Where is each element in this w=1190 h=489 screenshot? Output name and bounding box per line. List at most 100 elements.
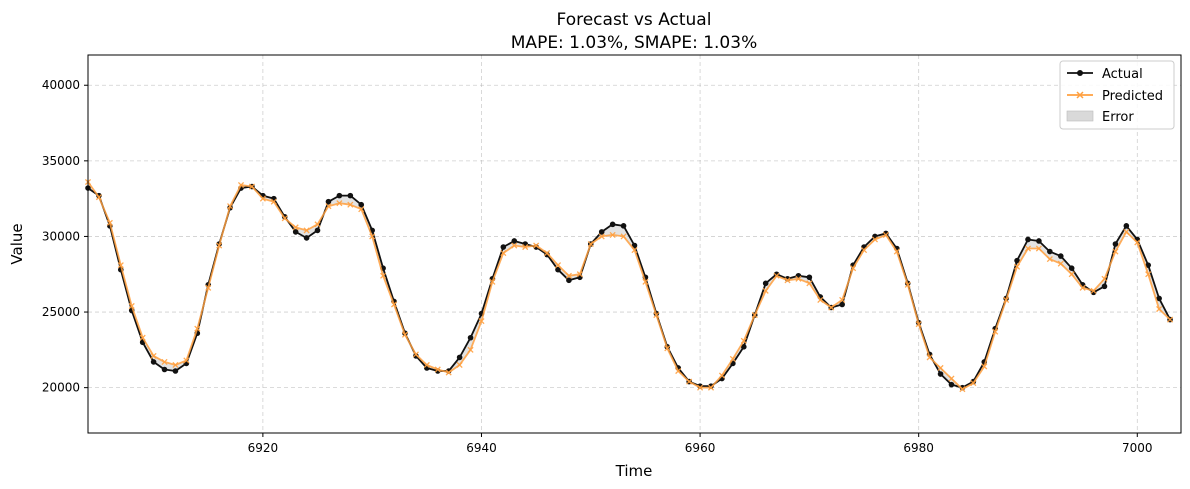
predicted-point xyxy=(970,380,977,387)
predicted-point xyxy=(751,312,758,319)
predicted-point xyxy=(489,278,496,285)
predicted-point xyxy=(478,318,485,325)
predicted-point xyxy=(675,367,682,375)
y-axis-label: Value xyxy=(8,223,26,264)
predicted-point xyxy=(248,183,256,190)
predicted-point xyxy=(227,203,234,210)
predicted-point xyxy=(1156,305,1163,313)
predicted-point xyxy=(314,221,321,228)
legend-predicted-marker xyxy=(1076,91,1084,99)
predicted-point xyxy=(806,280,813,287)
predicted-point xyxy=(1134,239,1141,246)
plot-frame xyxy=(87,54,1182,434)
predicted-point xyxy=(1003,296,1010,304)
predicted-point xyxy=(401,331,409,338)
predicted-point xyxy=(948,375,955,382)
predicted-point xyxy=(172,361,179,369)
predicted-point xyxy=(576,271,583,278)
x-tick-label: 6960 xyxy=(685,441,716,455)
actual-point xyxy=(948,381,955,388)
predicted-point xyxy=(860,246,868,254)
actual-point xyxy=(1036,238,1042,244)
predicted-point xyxy=(281,215,288,222)
actual-point xyxy=(1014,257,1020,264)
predicted-point xyxy=(511,242,518,249)
x-tick-label: 6980 xyxy=(903,441,934,455)
y-tick-label: 40000 xyxy=(42,78,80,92)
predicted-point xyxy=(773,272,780,279)
predicted-point xyxy=(817,296,824,304)
actual-point xyxy=(762,280,769,287)
actual-point xyxy=(303,235,310,241)
y-tick-label: 35000 xyxy=(42,154,80,168)
predicted-point xyxy=(522,243,529,251)
actual-point xyxy=(358,201,365,208)
predicted-point xyxy=(205,284,212,291)
y-axis-ticks: 20000 25000 30000 35000 40000 xyxy=(42,78,88,395)
predicted-point xyxy=(609,231,616,238)
actual-point xyxy=(511,238,518,244)
predicted-point xyxy=(434,366,441,373)
x-tick-label: 6920 xyxy=(248,441,279,455)
chart-subtitle: MAPE: 1.03%, SMAPE: 1.03% xyxy=(511,33,757,53)
predicted-point xyxy=(1024,245,1032,252)
predicted-point xyxy=(795,275,802,282)
predicted-point xyxy=(937,364,944,372)
actual-point xyxy=(937,371,944,377)
actual-point xyxy=(566,277,572,284)
predicted-point xyxy=(729,355,736,362)
actual-point xyxy=(839,301,845,308)
predicted-point xyxy=(412,351,419,358)
predicted-point xyxy=(707,384,715,391)
predicted-point xyxy=(445,369,452,376)
predicted-point xyxy=(850,265,857,272)
actual-point xyxy=(1025,236,1031,243)
predicted-point xyxy=(369,233,376,240)
actual-point xyxy=(347,192,354,199)
predicted-point xyxy=(128,302,135,310)
predicted-point xyxy=(992,328,999,335)
predicted-point xyxy=(500,250,507,257)
predicted-point xyxy=(653,312,660,319)
predicted-point xyxy=(237,181,245,189)
actual-point xyxy=(555,266,561,273)
actual-point xyxy=(741,344,747,350)
predicted-point xyxy=(1167,316,1174,323)
actual-point xyxy=(292,229,299,235)
predicted-point xyxy=(1123,228,1130,235)
predicted-point xyxy=(871,236,879,243)
predicted-point xyxy=(1046,256,1053,263)
actual-point xyxy=(172,368,179,374)
legend-actual-label: Actual xyxy=(1102,67,1143,82)
predicted-point xyxy=(106,219,113,226)
actual-point xyxy=(456,354,463,361)
actual-point xyxy=(336,192,343,199)
actual-point xyxy=(413,353,419,359)
actual-point xyxy=(609,221,616,228)
actual-point xyxy=(1112,241,1119,247)
actual-point xyxy=(500,244,507,250)
actual-point xyxy=(1068,265,1075,271)
predicted-point xyxy=(828,304,835,311)
actual-point xyxy=(314,227,321,234)
y-tick-label: 20000 xyxy=(42,381,80,395)
predicted-point xyxy=(358,206,365,213)
x-axis-label: Time xyxy=(615,462,653,480)
chart-title: Forecast vs Actual xyxy=(557,10,712,30)
predicted-point xyxy=(959,386,966,393)
predicted-point xyxy=(893,248,900,255)
predicted-point xyxy=(697,384,704,391)
x-axis-ticks: 6920 6940 6960 6980 7000 xyxy=(248,433,1153,455)
predicted-point xyxy=(183,357,190,364)
predicted-point xyxy=(664,345,671,352)
actual-point xyxy=(161,366,168,373)
predicted-point xyxy=(904,281,911,288)
predicted-point xyxy=(150,352,157,359)
predicted-point xyxy=(139,334,146,341)
actual-point xyxy=(150,359,157,365)
predicted-point xyxy=(380,272,387,279)
predicted-point xyxy=(740,337,747,344)
predicted-point xyxy=(1112,248,1119,255)
predicted-point xyxy=(1079,284,1086,291)
